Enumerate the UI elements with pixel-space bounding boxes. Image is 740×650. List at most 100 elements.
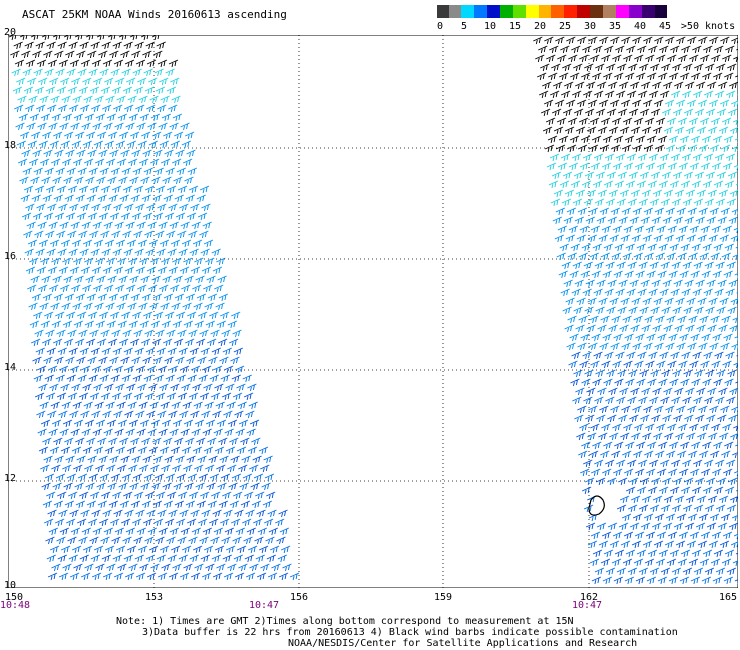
wind-barb [105,158,116,167]
wind-barb [600,117,611,126]
wind-barb [76,149,86,158]
wind-barb [194,320,205,329]
wind-barb [146,410,156,419]
wind-barb [30,275,40,284]
wind-barb [158,122,168,131]
wind-barb [69,365,80,374]
wind-barb [108,437,118,446]
wind-barb [122,392,133,401]
wind-barb [41,35,50,41]
wind-barb [707,189,718,198]
wind-barb [669,549,680,558]
wind-barb [166,86,177,95]
wind-barb [198,311,208,320]
wind-barb [213,527,224,536]
wind-barb [685,81,695,90]
wind-barb [715,567,726,576]
wind-barb [40,320,51,329]
wind-barb [617,306,627,315]
wind-barb [135,203,145,212]
wind-barb [90,554,100,563]
wind-barb [120,50,130,59]
wind-barb [645,423,655,432]
wind-barb [728,279,738,288]
wind-barb [113,59,124,68]
wind-barb [177,536,187,545]
wind-barb [45,536,55,545]
wind-barb [214,284,224,293]
wind-barb [146,572,157,581]
wind-barb [645,54,655,63]
wind-barb [184,176,194,185]
wind-barb [614,441,624,450]
wind-barb [598,99,609,108]
wind-barb [687,513,698,522]
wind-barb [630,126,641,135]
wind-barb [611,450,621,459]
wind-barb [79,41,89,50]
wind-barb [635,576,646,585]
wind-barb [260,464,270,473]
wind-barb [47,509,57,518]
wind-barb [31,131,41,140]
wind-barb [194,464,204,473]
wind-barb [636,378,646,387]
wind-barb [26,122,36,131]
wind-barb [667,531,678,540]
wind-barb [146,59,157,68]
wind-barb [93,239,104,248]
wind-barb [614,549,625,558]
wind-barb [95,563,105,572]
wind-barb [610,207,621,216]
wind-barb [732,451,738,459]
wind-barb [111,392,122,401]
wind-barb [568,162,579,171]
wind-barb [114,221,124,230]
wind-barb [42,437,52,446]
wind-barb [67,86,78,95]
wind-barb [222,491,232,500]
wind-barb [671,396,681,405]
wind-barb [690,576,701,585]
wind-barb [683,477,694,486]
wind-barb [32,149,42,158]
wind-barb [227,320,238,329]
wind-barb [661,477,672,486]
wind-barb [165,68,175,77]
wind-barb [228,338,239,347]
wind-barb [180,221,190,230]
wind-barb [723,468,733,477]
wind-barb [112,554,122,563]
wind-barb [143,68,153,77]
wind-barb [96,275,106,284]
wind-barb [190,509,200,518]
wind-barb [682,198,693,207]
wind-barb [683,108,694,117]
wind-barb [667,54,677,63]
wind-barb [231,518,241,527]
wind-barb [644,252,654,261]
wind-barb [95,257,105,266]
wind-barb [84,320,95,329]
wind-barb [20,131,30,140]
wind-barb [623,423,633,432]
wind-barb [648,90,659,99]
wind-barb [724,72,734,81]
lat-label: 14 [4,362,17,373]
legend-label: 0 [436,21,444,32]
wind-barb [726,567,737,576]
wind-barb [678,225,689,234]
wind-barb [216,257,226,266]
wind-barb [51,113,62,122]
wind-barb [603,549,614,558]
wind-barb [654,36,664,45]
wind-barb [610,144,621,153]
wind-barb [674,189,685,198]
wind-barb [726,504,737,513]
wind-barb [235,428,245,437]
wind-barb [598,234,608,243]
wind-barb [69,104,79,113]
wind-barb [169,428,179,437]
wind-barb [720,405,730,414]
wind-barb [47,104,57,113]
